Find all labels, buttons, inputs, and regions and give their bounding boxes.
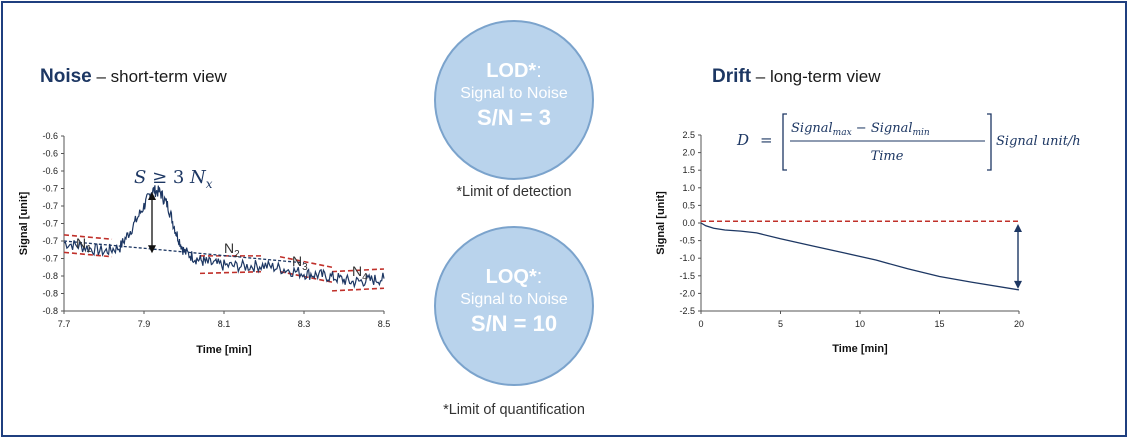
- drift-formula-numerator: Signalmax − Signalmin: [791, 121, 930, 138]
- noise-label-n4: N4: [352, 263, 368, 283]
- drift-formula-d: D: [736, 131, 749, 149]
- drift-formula-denominator: Time: [871, 149, 904, 164]
- noise-y-tick-label: -0.7: [42, 254, 58, 264]
- noise-heading-rest: – short-term view: [91, 67, 227, 86]
- drift-arrow-head-down: [1014, 280, 1022, 289]
- lod-value: S/N = 3: [477, 105, 551, 130]
- lod-subtitle: Signal to Noise: [460, 85, 568, 102]
- drift-y-tick-label: -2.5: [679, 306, 695, 316]
- loq-circle: LOQ*: Signal to Noise S/N = 10: [434, 226, 594, 386]
- drift-y-tick-label: 2.0: [682, 148, 695, 158]
- noise-x-tick-label: 7.9: [138, 319, 151, 329]
- drift-x-axis-label: Time [min]: [832, 343, 888, 355]
- noise-envelope-lower-2: [199, 270, 265, 275]
- drift-y-tick-label: 0.0: [682, 218, 695, 228]
- drift-y-tick-label: 2.5: [682, 130, 695, 140]
- noise-x-axis-label: Time [min]: [196, 344, 252, 356]
- drift-x-tick-label: 15: [934, 319, 944, 329]
- noise-y-tick-label: -0.7: [42, 184, 58, 194]
- noise-x-tick-label: 8.5: [378, 319, 391, 329]
- noise-signal-line: [63, 185, 385, 289]
- noise-heading: Noise – short-term view: [40, 66, 227, 88]
- drift-x-tick-label: 10: [855, 319, 865, 329]
- noise-y-tick-label: -0.8: [42, 306, 58, 316]
- drift-y-tick-label: 1.5: [682, 165, 695, 175]
- noise-peak-arrow-head-down: [148, 245, 156, 254]
- noise-label-n3: N3: [292, 253, 308, 273]
- drift-x-tick-label: 0: [698, 319, 703, 329]
- drift-formula-equals: =: [760, 131, 773, 149]
- drift-y-axis-label: Signal [unit]: [655, 191, 667, 255]
- noise-y-tick-label: -0.7: [42, 201, 58, 211]
- drift-heading: Drift – long-term view: [712, 66, 881, 88]
- lod-circle: LOD*: Signal to Noise S/N = 3: [434, 20, 594, 180]
- noise-x-tick-label: 8.1: [218, 319, 231, 329]
- loq-caption: *Limit of quantification: [443, 402, 585, 418]
- drift-formula-bracket-right: [987, 113, 992, 171]
- loq-value: S/N = 10: [470, 311, 558, 336]
- noise-y-tick-label: -0.8: [42, 289, 58, 299]
- noise-y-tick-label: -0.8: [42, 271, 58, 281]
- noise-sn-annotation: S ≥ 3 Nx: [134, 167, 213, 191]
- noise-x-tick-label: 7.7: [58, 319, 71, 329]
- drift-heading-bold: Drift: [712, 66, 752, 87]
- lod-caption: *Limit of detection: [456, 184, 572, 200]
- drift-y-tick-label: 1.0: [682, 183, 695, 193]
- drift-y-tick-label: -1.5: [679, 271, 695, 281]
- noise-y-tick-label: -0.6: [42, 149, 58, 159]
- drift-x-tick-label: 5: [778, 319, 783, 329]
- noise-y-tick-label: -0.7: [42, 236, 58, 246]
- drift-formula-unit: Signal unit/h: [996, 134, 1081, 149]
- noise-label-n2: N2: [224, 240, 240, 260]
- noise-peak-arrow-head-up: [148, 192, 156, 200]
- drift-formula-bracket-left: [782, 113, 787, 171]
- loq-subtitle: Signal to Noise: [460, 291, 568, 308]
- drift-heading-rest: – long-term view: [751, 67, 881, 86]
- noise-envelope-upper-1: [63, 234, 113, 241]
- noise-envelope-upper-3: [279, 255, 333, 269]
- noise-y-tick-label: -0.6: [42, 131, 58, 141]
- noise-envelope-lower-4: [331, 287, 385, 292]
- drift-y-tick-label: -2.0: [679, 288, 695, 298]
- noise-y-axis-label: Signal [unit]: [18, 191, 30, 255]
- noise-envelope-upper-4: [331, 268, 385, 273]
- drift-formula: D = Signalmax − Signalmin Time Signal unit/h: [736, 113, 1081, 171]
- lod-title: LOD*:: [486, 60, 542, 82]
- noise-envelope-lower-1: [63, 251, 113, 258]
- drift-y-tick-label: -1.0: [679, 253, 695, 263]
- noise-label-n1: N1: [76, 235, 92, 255]
- drift-y-tick-label: -0.5: [679, 236, 695, 246]
- drift-y-tick-label: 0.5: [682, 200, 695, 210]
- loq-title: LOQ*:: [485, 266, 543, 288]
- noise-y-tick-label: -0.6: [42, 166, 58, 176]
- noise-heading-bold: Noise: [40, 66, 92, 87]
- drift-signal-line: [700, 222, 1020, 291]
- noise-y-tick-label: -0.7: [42, 219, 58, 229]
- drift-x-tick-label: 20: [1014, 319, 1024, 329]
- drift-arrow-head-up: [1014, 224, 1022, 232]
- noise-x-tick-label: 8.3: [298, 319, 311, 329]
